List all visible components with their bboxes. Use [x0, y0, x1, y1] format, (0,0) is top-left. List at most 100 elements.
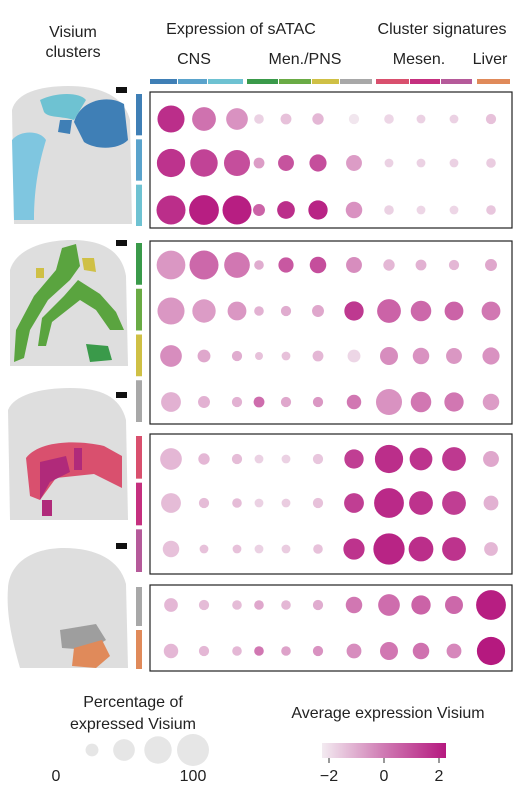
dot-r8-c6 [344, 493, 364, 513]
column-color-segment [441, 79, 472, 84]
dot-r0-c5 [312, 113, 324, 125]
dot-r8-c3 [254, 498, 264, 508]
column-color-segment [410, 79, 440, 84]
dot-r2-c5 [308, 200, 328, 220]
scale-bar [116, 240, 127, 246]
group-label-mesen: Mesen. [393, 51, 445, 68]
dot-r11-c5 [312, 645, 324, 657]
color-legend-gradient [322, 743, 446, 758]
column-color-segment [178, 79, 207, 84]
dot-r8-c8 [409, 491, 433, 515]
dot-r6-c0 [161, 392, 181, 412]
cns-dark-region [58, 120, 72, 134]
row-cluster-color [136, 243, 142, 285]
row-cluster-color [136, 587, 142, 626]
dot-r6-c8 [410, 391, 432, 413]
dot-r8-c2 [232, 498, 242, 508]
scale-bar [116, 392, 127, 398]
dot-r11-c8 [412, 642, 430, 660]
dot-r4-c5 [312, 305, 324, 317]
color-legend-tick-label: −2 [320, 768, 338, 785]
dot-r4-c7 [377, 299, 401, 323]
dot-r9-c3 [254, 544, 264, 554]
row-cluster-color [136, 380, 142, 422]
dot-r2-c2 [222, 195, 252, 225]
column-color-segment [340, 79, 372, 84]
tissue-outline [7, 548, 129, 668]
dot-r4-c10 [481, 301, 501, 321]
panel-frame [149, 584, 513, 672]
color-legend-tick-label: 0 [380, 768, 389, 785]
dot-r6-c2 [231, 396, 243, 408]
men-yellow-region [36, 268, 44, 278]
cns-dark-region [74, 99, 128, 148]
size-legend-dot [85, 743, 99, 757]
dot-r6-c9 [444, 392, 464, 412]
dot-r11-c0 [163, 643, 179, 659]
dot-r2-c4 [277, 201, 295, 219]
dot-r4-c8 [410, 300, 432, 322]
dot-r1-c0 [156, 148, 186, 178]
group-label-cns: CNS [177, 51, 211, 68]
column-color-segment [477, 79, 510, 84]
dot-r10-c3 [254, 600, 264, 610]
color-legend: Average expression Visium −2 0 2 [291, 705, 484, 785]
dot-r7-c10 [483, 451, 499, 467]
dot-r10-c6 [345, 596, 363, 614]
dot-r10-c10 [476, 590, 506, 620]
dot-r11-c9 [446, 643, 462, 659]
dot-r8-c10 [483, 495, 499, 511]
signature-title: Cluster signatures [378, 21, 507, 38]
dot-r6-c3 [253, 396, 265, 408]
dot-r5-c4 [281, 351, 291, 361]
dot-r0-c3 [254, 114, 264, 124]
dot-r11-c1 [198, 645, 210, 657]
column-color-segment [247, 79, 278, 84]
men-green-region [14, 244, 80, 362]
dot-r7-c0 [160, 448, 182, 470]
column-color-segment [376, 79, 409, 84]
size-legend-dot [113, 739, 135, 761]
row-cluster-color [136, 630, 142, 669]
dot-r3-c6 [346, 257, 362, 273]
column-color-segment [208, 79, 243, 84]
dot-r9-c7 [373, 533, 405, 565]
dot-r0-c9 [449, 114, 459, 124]
scale-bar [116, 87, 127, 93]
dot-r11-c6 [346, 643, 362, 659]
dot-r3-c9 [448, 259, 460, 271]
dot-r0-c0 [157, 105, 185, 133]
dot-r11-c3 [254, 646, 264, 656]
dot-r6-c6 [346, 394, 362, 410]
dot-r3-c2 [224, 252, 250, 278]
row-cluster-color [136, 436, 142, 479]
dot-r1-c2 [223, 149, 251, 177]
dot-r9-c4 [281, 544, 291, 554]
dot-r3-c7 [383, 259, 395, 271]
size-legend-dot [144, 736, 172, 764]
visium-title-line1: Visium [49, 24, 97, 41]
liver-orange-region [72, 640, 110, 668]
dot-r1-c1 [190, 149, 218, 177]
cns-light-region [12, 132, 46, 220]
dot-r1-c10 [486, 158, 496, 168]
dot-r5-c7 [380, 347, 398, 365]
column-color-segment [312, 79, 339, 84]
dot-r6-c7 [375, 388, 403, 416]
dot-r2-c6 [345, 201, 363, 219]
visium-title-line2: clusters [45, 44, 100, 61]
dot-r3-c5 [309, 256, 327, 274]
men-green-region [86, 344, 112, 362]
dot-r5-c8 [412, 347, 430, 365]
row-cluster-color [136, 139, 142, 181]
dot-r2-c3 [253, 204, 265, 216]
dot-r5-c3 [255, 352, 263, 360]
dot-r0-c6 [348, 113, 360, 125]
dot-r2-c1 [189, 195, 219, 225]
dot-r8-c9 [442, 491, 466, 515]
dot-r4-c4 [280, 305, 292, 317]
dot-r7-c5 [312, 453, 324, 465]
dot-r8-c4 [281, 498, 291, 508]
dot-r10-c0 [164, 598, 178, 612]
